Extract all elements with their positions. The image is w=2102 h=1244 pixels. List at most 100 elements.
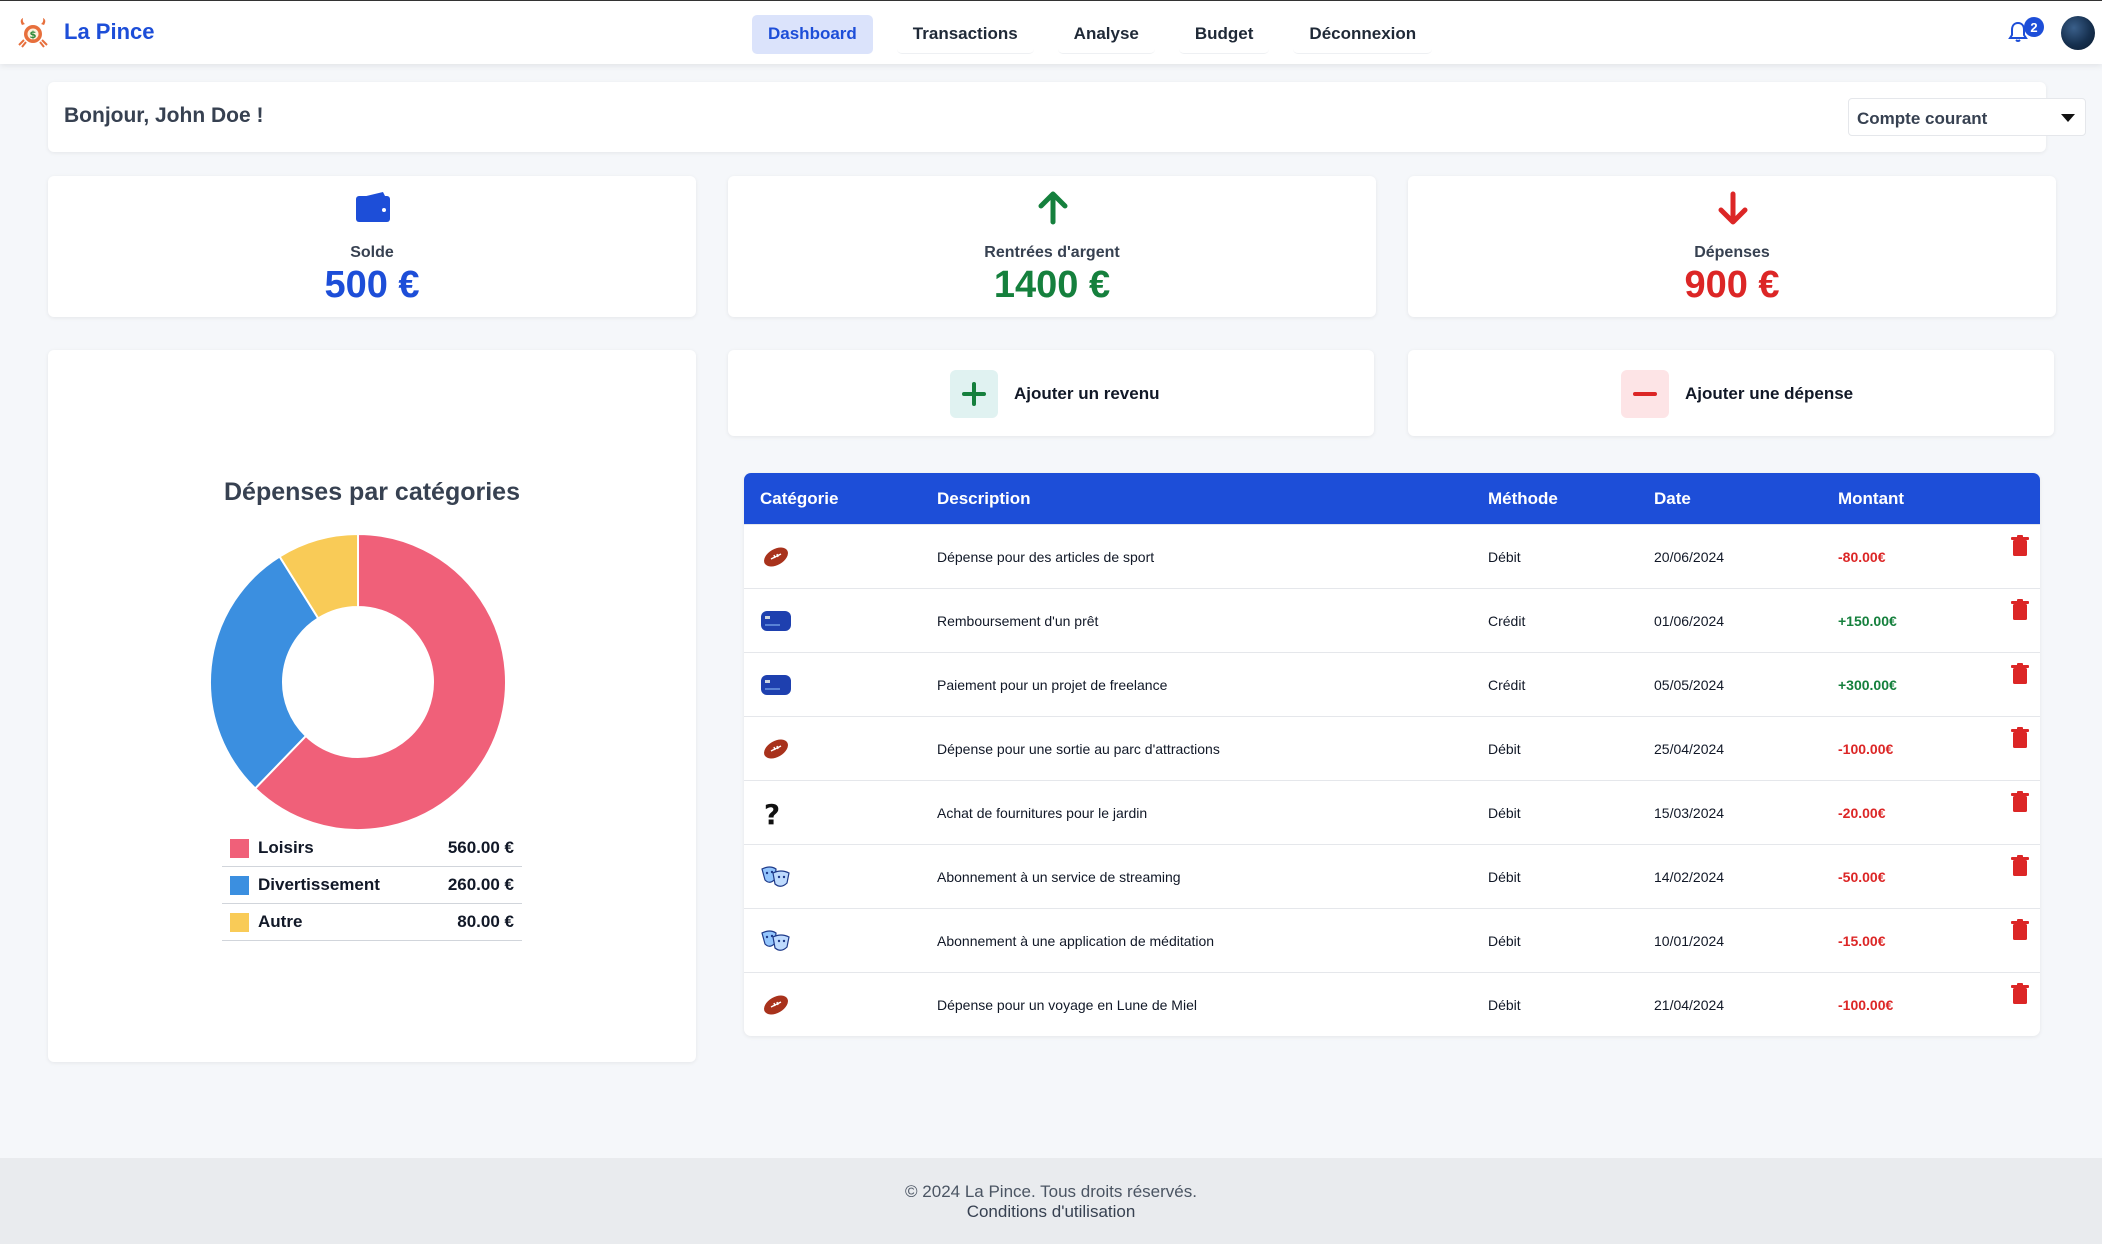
- table-row[interactable]: Paiement pour un projet de freelance Créd…: [744, 652, 2040, 716]
- table-row[interactable]: Dépense pour une sortie au parc d'attrac…: [744, 716, 2040, 780]
- legend-label: Divertissement: [258, 875, 380, 894]
- balance-label: Solde: [350, 244, 394, 261]
- header-amount[interactable]: Montant: [1838, 489, 1905, 508]
- row-description: Dépense pour une sortie au parc d'attrac…: [937, 741, 1220, 757]
- football-icon: [760, 543, 792, 571]
- table-row[interactable]: Abonnement à un service de streaming Débi…: [744, 844, 2040, 908]
- trash-icon[interactable]: [2010, 791, 2030, 816]
- row-description: Achat de fournitures pour le jardin: [937, 805, 1148, 821]
- row-amount: -80.00€: [1838, 549, 1886, 565]
- balance-value: 500 €: [324, 264, 420, 306]
- income-value: 1400 €: [993, 264, 1111, 306]
- balance-card: Solde 500 €: [48, 176, 696, 317]
- question-mark-icon: ?: [760, 798, 792, 831]
- account-select[interactable]: Compte courant: [1848, 98, 2086, 136]
- header-method[interactable]: Méthode: [1488, 489, 1558, 508]
- row-amount: -20.00€: [1838, 805, 1886, 821]
- expenses-value: 900 €: [1684, 264, 1780, 306]
- nav-analyse[interactable]: Analyse: [1057, 15, 1155, 54]
- row-description: Remboursement d'un prêt: [937, 613, 1099, 629]
- trash-icon[interactable]: [2010, 855, 2030, 880]
- donut-slice-loisirs[interactable]: [253, 532, 507, 831]
- legend-value: 560.00 €: [447, 838, 514, 857]
- nav-budget[interactable]: Budget: [1178, 15, 1270, 54]
- trash-icon[interactable]: [2010, 919, 2030, 944]
- row-description: Paiement pour un projet de freelance: [937, 677, 1168, 693]
- row-description: Abonnement à un service de streaming: [937, 869, 1181, 885]
- plus-icon: [950, 370, 998, 418]
- legend-row-autre: Autre 80.00 €: [222, 904, 522, 941]
- bell-icon: [2008, 21, 2028, 42]
- header-date[interactable]: Date: [1654, 489, 1691, 508]
- trash-icon[interactable]: [2010, 535, 2030, 560]
- greeting-text: Bonjour, John Doe !: [64, 104, 264, 127]
- expenses-label: Dépenses: [1694, 244, 1770, 261]
- trash-icon[interactable]: [2010, 599, 2030, 624]
- football-icon: [760, 735, 792, 763]
- notifications-button[interactable]: 2: [2008, 17, 2048, 49]
- nav-transactions[interactable]: Transactions: [896, 15, 1034, 54]
- row-method: Débit: [1488, 805, 1521, 821]
- account-select-value: Compte courant: [1857, 109, 1988, 128]
- trash-icon[interactable]: [2010, 727, 2030, 752]
- nav-dashboard[interactable]: Dashboard: [752, 15, 873, 54]
- income-card: Rentrées d'argent 1400 €: [728, 176, 1376, 317]
- arrow-down-icon: [1718, 191, 1748, 225]
- trash-icon[interactable]: [2010, 663, 2030, 688]
- row-description: Dépense pour un voyage en Lune de Miel: [937, 997, 1197, 1013]
- crab-logo-icon: $: [18, 18, 48, 48]
- row-date: 05/05/2024: [1654, 677, 1725, 693]
- trash-icon[interactable]: [2010, 983, 2030, 1008]
- wallet-icon: [356, 192, 390, 222]
- svg-text:$: $: [30, 30, 37, 41]
- footer: © 2024 La Pince. Tous droits réservés. C…: [0, 1158, 2102, 1244]
- add-income-button[interactable]: Ajouter un revenu: [728, 350, 1374, 436]
- row-method: Débit: [1488, 869, 1521, 885]
- football-icon: [760, 991, 792, 1019]
- row-method: Débit: [1488, 997, 1521, 1013]
- avatar[interactable]: [2061, 16, 2095, 50]
- header-description[interactable]: Description: [937, 489, 1031, 508]
- greeting-card: Bonjour, John Doe ! Compte courant: [48, 82, 2086, 152]
- table-row[interactable]: Abonnement à une application de méditati…: [744, 908, 2040, 972]
- header-category[interactable]: Catégorie: [760, 489, 839, 508]
- row-date: 15/03/2024: [1654, 805, 1725, 821]
- table-row[interactable]: Remboursement d'un prêt Crédit 01/06/2024 +…: [744, 588, 2040, 652]
- brand[interactable]: $ La Pince: [16, 15, 154, 49]
- row-description: Abonnement à une application de méditati…: [937, 933, 1215, 949]
- row-method: Crédit: [1488, 613, 1526, 629]
- row-method: Débit: [1488, 741, 1521, 757]
- svg-text:?: ?: [764, 799, 780, 827]
- row-description: Dépense pour des articles de sport: [937, 549, 1155, 565]
- legend-value: 260.00 €: [447, 875, 514, 894]
- donut-chart: [209, 532, 507, 831]
- legend-swatch: [230, 875, 249, 895]
- transactions-table: Catégorie Description Méthode Date Monta…: [744, 473, 2040, 1036]
- terms-link[interactable]: Conditions d'utilisation: [966, 1202, 1136, 1221]
- income-label: Rentrées d'argent: [984, 244, 1120, 261]
- row-method: Crédit: [1488, 677, 1526, 693]
- minus-icon: [1621, 370, 1669, 418]
- table-row[interactable]: ? Achat de fournitures pour le jardin Débi…: [744, 780, 2040, 844]
- theater-masks-icon: [760, 863, 792, 891]
- row-amount: -100.00€: [1838, 997, 1894, 1013]
- add-expense-button[interactable]: Ajouter une dépense: [1408, 350, 2054, 436]
- legend-label: Loisirs: [258, 838, 314, 857]
- expenses-card: Dépenses 900 €: [1408, 176, 2056, 317]
- table-row[interactable]: Dépense pour un voyage en Lune de Miel Dé…: [744, 972, 2040, 1036]
- donut-slice-autre[interactable]: [278, 532, 359, 620]
- row-date: 10/01/2024: [1654, 933, 1725, 949]
- expenses-by-category-card: Dépenses par catégories Loisirs 560.00 €…: [48, 350, 696, 1062]
- credit-card-icon: [760, 607, 792, 635]
- row-amount: +150.00€: [1838, 613, 1897, 629]
- notification-badge: 2: [2024, 17, 2044, 37]
- legend-row-loisirs: Loisirs 560.00 €: [222, 830, 522, 867]
- donut-slice-divertissement[interactable]: [209, 555, 320, 790]
- row-date: 14/02/2024: [1654, 869, 1725, 885]
- nav-logout[interactable]: Déconnexion: [1293, 15, 1433, 54]
- row-date: 21/04/2024: [1654, 997, 1725, 1013]
- table-row[interactable]: Dépense pour des articles de sport Débit 2…: [744, 524, 2040, 588]
- credit-card-icon: [760, 671, 792, 699]
- legend-swatch: [230, 912, 249, 932]
- brand-name: La Pince: [64, 19, 155, 44]
